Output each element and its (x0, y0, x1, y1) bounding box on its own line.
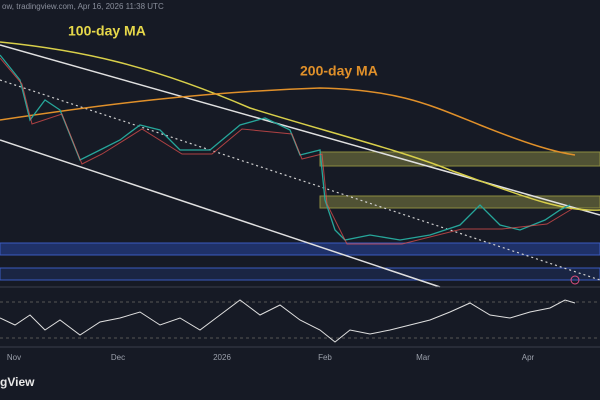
x-tick-label: Dec (111, 353, 125, 362)
channel-upper (0, 44, 600, 216)
support-zone (0, 242, 600, 256)
ma200-line (0, 87, 576, 156)
ma100-line (0, 41, 600, 211)
header-source: ow, tradingview.com, Apr 16, 2026 11:38 … (2, 2, 164, 11)
rsi-line (0, 299, 576, 343)
channel-lower (0, 139, 441, 288)
resistance-zone (319, 195, 600, 209)
dotted-trendline (0, 79, 600, 281)
ma200-label: 200-day MA (300, 63, 378, 79)
x-tick-label: Apr (522, 353, 535, 362)
event-marker (570, 275, 580, 285)
x-tick-label: Mar (416, 353, 430, 362)
x-tick-label: Nov (7, 353, 21, 362)
x-tick-label: Feb (318, 353, 332, 362)
support-zone (0, 267, 600, 281)
price-path-low (0, 57, 573, 245)
x-tick-label: 2026 (213, 353, 231, 362)
brand: gView (0, 375, 35, 389)
resistance-zone (319, 151, 600, 167)
ma100-label: 100-day MA (68, 23, 146, 39)
